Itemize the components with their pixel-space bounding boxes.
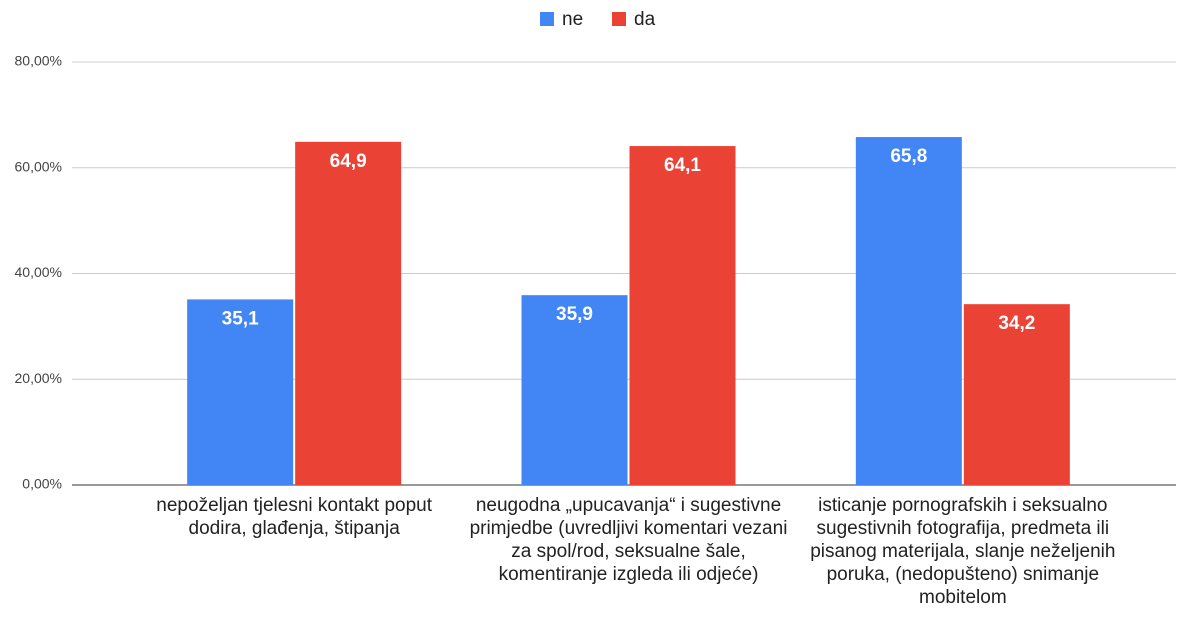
- legend-swatch: [540, 12, 554, 26]
- data-label: 65,8: [890, 146, 927, 167]
- bar: [187, 299, 294, 485]
- data-label: 35,1: [222, 308, 259, 329]
- bar: [963, 304, 1070, 485]
- bar: [295, 141, 402, 485]
- y-tick-label: 20,00%: [15, 370, 62, 386]
- bar: [629, 146, 736, 486]
- y-tick-label: 80,00%: [15, 53, 62, 69]
- data-label: 64,1: [664, 155, 701, 176]
- legend-label: ne: [562, 9, 583, 30]
- x-tick-label: nepoželjan tjelesni kontakt poput dodira…: [156, 495, 432, 539]
- bar: [521, 295, 628, 485]
- x-tick-label: neugodna „upucavanja“ i sugestivne primj…: [469, 495, 788, 585]
- y-tick-label: 60,00%: [15, 158, 62, 174]
- y-tick-label: 40,00%: [15, 264, 62, 280]
- data-label: 34,2: [998, 313, 1035, 334]
- legend-swatch: [612, 12, 626, 26]
- x-tick-label: isticanje pornografskih i seksualno suge…: [810, 495, 1116, 608]
- bar: [855, 137, 962, 485]
- data-label: 35,9: [556, 304, 593, 325]
- y-tick-label: 0,00%: [22, 476, 62, 492]
- legend-label: da: [634, 9, 656, 30]
- data-label: 64,9: [330, 151, 367, 172]
